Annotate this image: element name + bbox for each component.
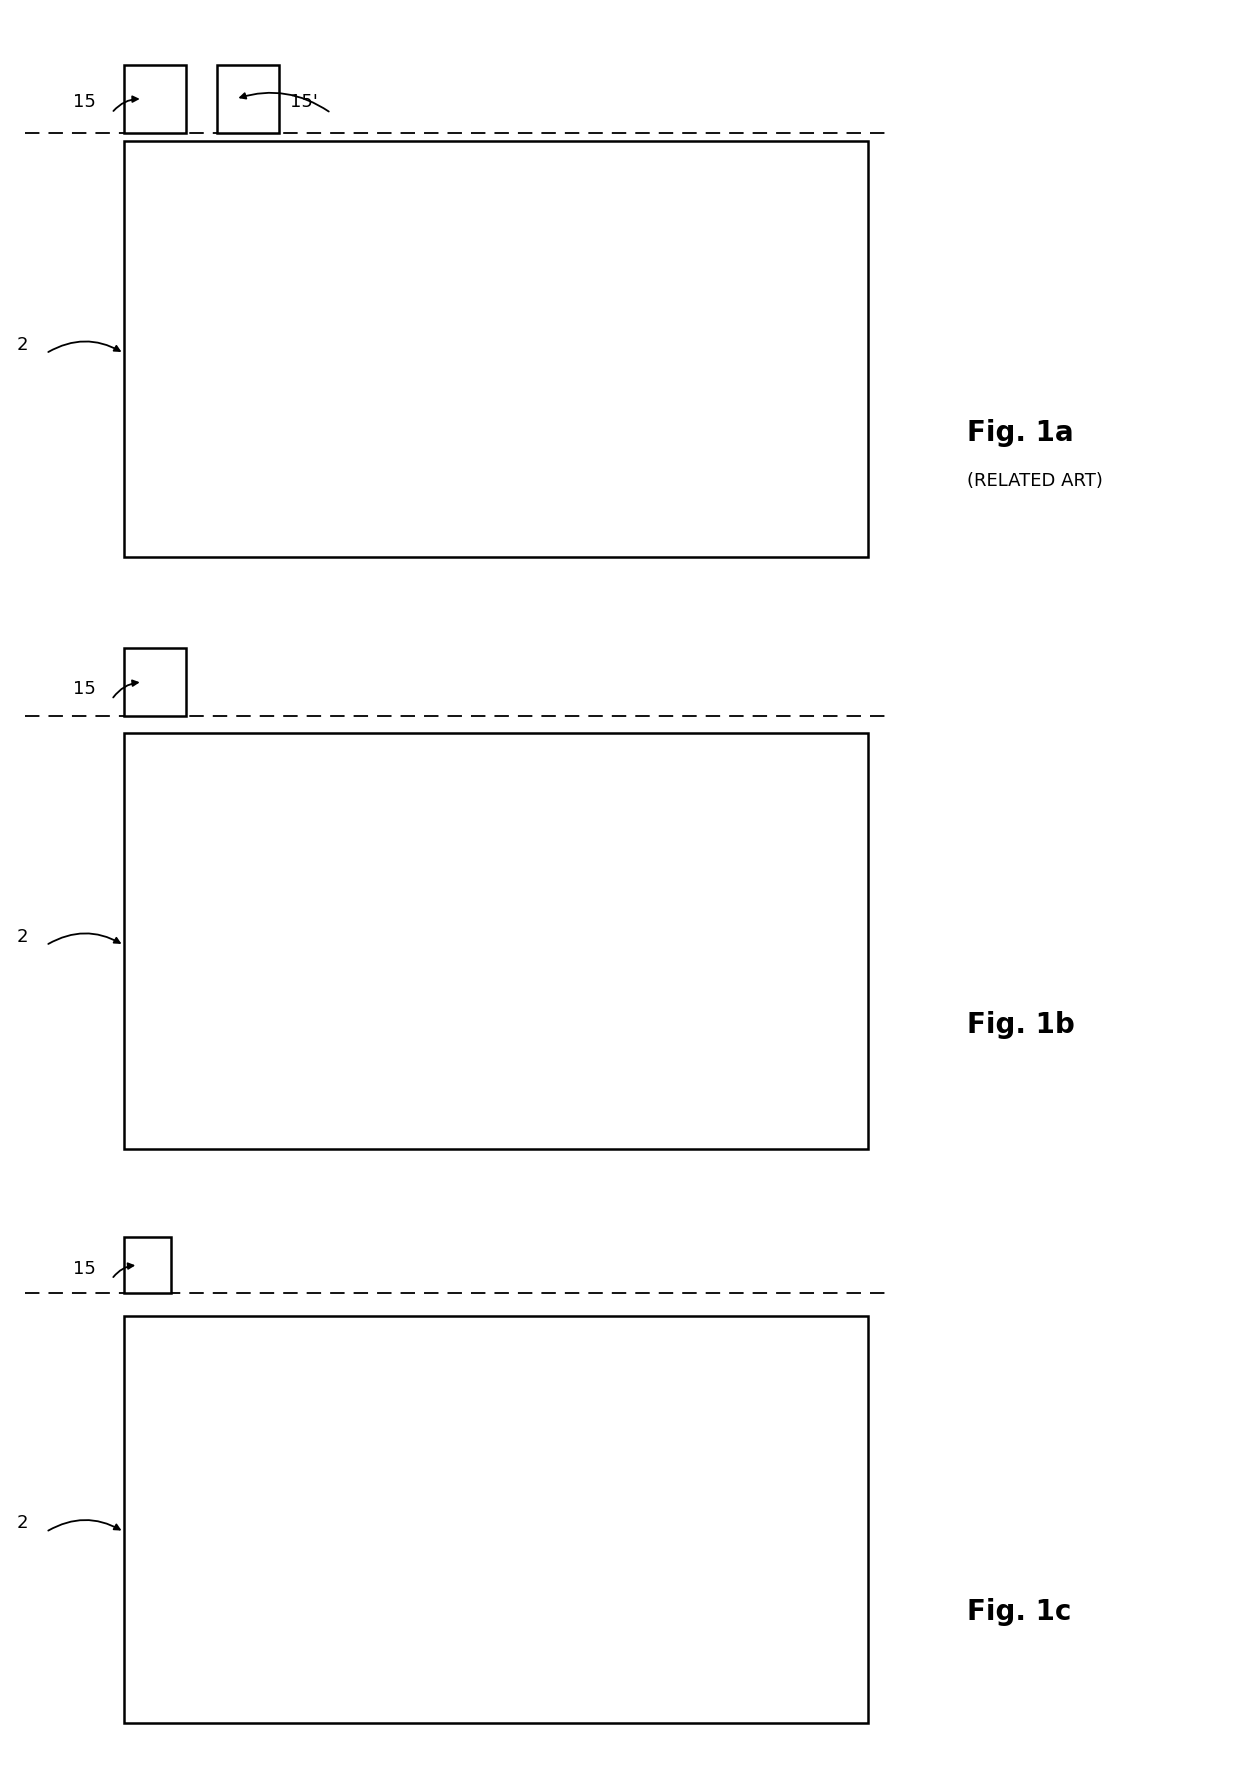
Text: 15: 15 bbox=[73, 680, 95, 698]
Text: 2: 2 bbox=[16, 1514, 29, 1532]
Bar bbox=[124, 648, 186, 716]
Bar bbox=[124, 1237, 171, 1293]
Text: Fig. 1b: Fig. 1b bbox=[967, 1011, 1075, 1039]
Text: 2: 2 bbox=[16, 928, 29, 945]
Bar bbox=[124, 1316, 868, 1723]
Text: 15': 15' bbox=[290, 94, 317, 111]
Text: Fig. 1a: Fig. 1a bbox=[967, 419, 1074, 447]
Bar bbox=[124, 141, 868, 557]
Bar bbox=[217, 65, 279, 133]
Text: (RELATED ART): (RELATED ART) bbox=[967, 472, 1104, 489]
Bar bbox=[124, 733, 868, 1149]
Text: 2: 2 bbox=[16, 336, 29, 353]
Text: 15: 15 bbox=[73, 94, 95, 111]
Bar bbox=[124, 65, 186, 133]
Text: 15: 15 bbox=[73, 1260, 95, 1278]
Text: Fig. 1c: Fig. 1c bbox=[967, 1597, 1071, 1626]
